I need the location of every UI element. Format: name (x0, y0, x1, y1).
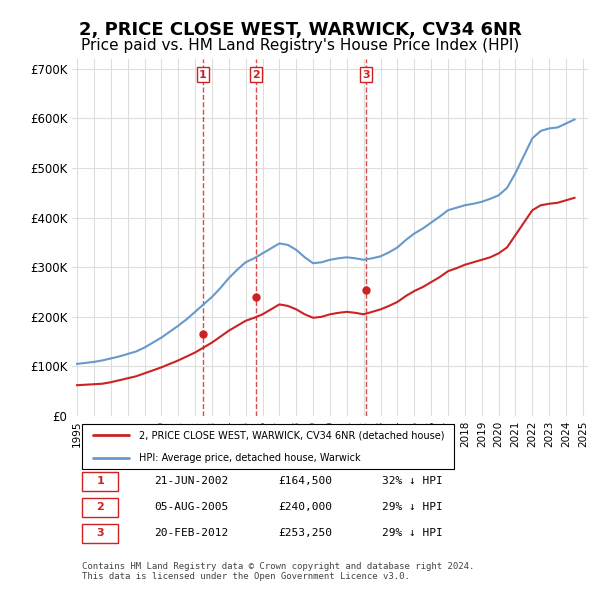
Text: 3: 3 (362, 70, 370, 80)
Text: £164,500: £164,500 (278, 476, 332, 486)
FancyBboxPatch shape (82, 498, 118, 517)
Text: 21-JUN-2002: 21-JUN-2002 (155, 476, 229, 486)
Text: 2: 2 (97, 502, 104, 512)
FancyBboxPatch shape (82, 524, 118, 543)
Text: 1: 1 (199, 70, 207, 80)
Text: 05-AUG-2005: 05-AUG-2005 (155, 502, 229, 512)
Text: 1: 1 (97, 476, 104, 486)
FancyBboxPatch shape (82, 424, 454, 470)
Text: 2, PRICE CLOSE WEST, WARWICK, CV34 6NR: 2, PRICE CLOSE WEST, WARWICK, CV34 6NR (79, 21, 521, 39)
Text: £240,000: £240,000 (278, 502, 332, 512)
Text: 2, PRICE CLOSE WEST, WARWICK, CV34 6NR (detached house): 2, PRICE CLOSE WEST, WARWICK, CV34 6NR (… (139, 431, 445, 440)
FancyBboxPatch shape (82, 472, 118, 491)
Text: 32% ↓ HPI: 32% ↓ HPI (382, 476, 442, 486)
Text: 2: 2 (252, 70, 260, 80)
Text: Price paid vs. HM Land Registry's House Price Index (HPI): Price paid vs. HM Land Registry's House … (81, 38, 519, 53)
Text: 29% ↓ HPI: 29% ↓ HPI (382, 528, 442, 537)
Text: 3: 3 (97, 528, 104, 537)
Text: £253,250: £253,250 (278, 528, 332, 537)
Text: Contains HM Land Registry data © Crown copyright and database right 2024.
This d: Contains HM Land Registry data © Crown c… (82, 562, 475, 581)
Text: 20-FEB-2012: 20-FEB-2012 (155, 528, 229, 537)
Text: 29% ↓ HPI: 29% ↓ HPI (382, 502, 442, 512)
Text: HPI: Average price, detached house, Warwick: HPI: Average price, detached house, Warw… (139, 453, 361, 463)
